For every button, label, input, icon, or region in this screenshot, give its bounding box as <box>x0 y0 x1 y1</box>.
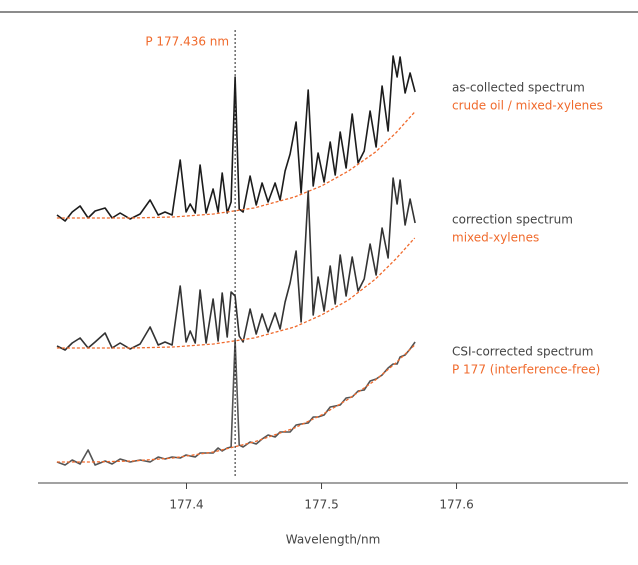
x-tick-label: 177.5 <box>304 498 338 512</box>
baseline-curve <box>56 111 416 219</box>
series-sample: P 177 (interference-free) <box>452 363 600 377</box>
x-tick-label: 177.4 <box>169 498 203 512</box>
series-name: CSI-corrected spectrum <box>452 345 593 359</box>
series-name: as-collected spectrum <box>452 81 585 95</box>
x-axis-title: Wavelength/nm <box>286 533 381 547</box>
baseline-curve <box>56 344 416 463</box>
series-name: correction spectrum <box>452 213 573 227</box>
reference-label: P 177.436 nm <box>145 35 229 49</box>
series-sample: crude oil / mixed-xylenes <box>452 99 603 113</box>
baseline-curve <box>56 237 416 349</box>
spectrum-line <box>56 55 416 222</box>
series-sample: mixed-xylenes <box>452 231 539 245</box>
x-tick-label: 177.6 <box>439 498 473 512</box>
spectrum-line <box>56 177 416 351</box>
